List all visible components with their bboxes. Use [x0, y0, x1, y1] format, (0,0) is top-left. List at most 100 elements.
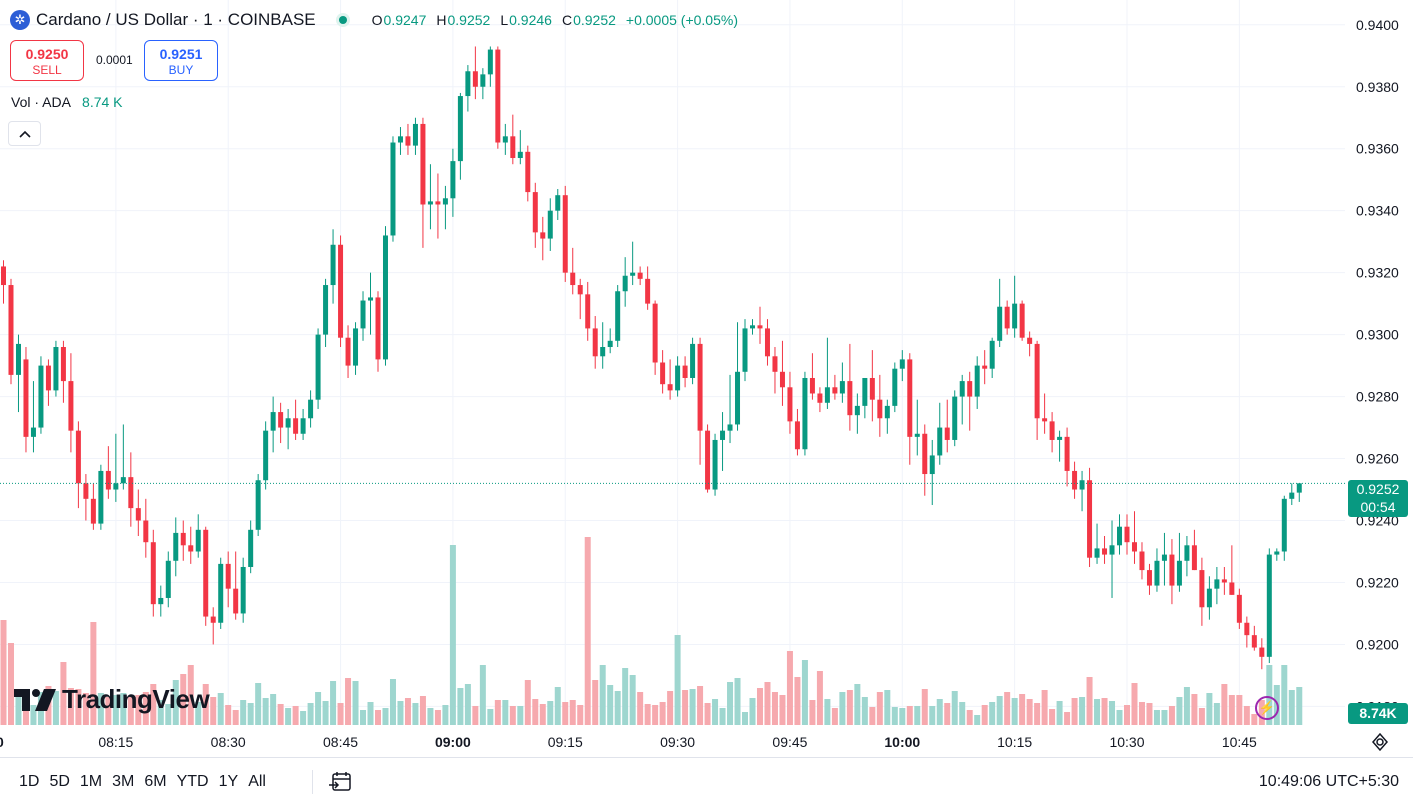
volume-bar — [232, 710, 239, 725]
timezone-clock[interactable]: 10:49:06 UTC+5:30 — [1258, 773, 1399, 790]
candle — [105, 446, 111, 499]
candle-body — [562, 195, 568, 273]
range-all[interactable]: All — [248, 773, 266, 790]
settings-icon[interactable] — [1369, 731, 1391, 753]
volume-legend[interactable]: Vol · ADA 8.74 K — [11, 94, 123, 110]
range-1m[interactable]: 1M — [79, 773, 103, 790]
candle — [1274, 548, 1280, 561]
candle — [712, 433, 718, 496]
range-1y[interactable]: 1Y — [218, 773, 239, 790]
candle-body — [1251, 635, 1257, 648]
volume-bar — [517, 706, 524, 725]
candle-body — [1, 266, 6, 286]
candle — [435, 173, 441, 239]
candle-body — [809, 377, 815, 394]
candle-body — [592, 328, 598, 357]
candle-body — [690, 343, 696, 378]
candle-body — [1281, 498, 1287, 552]
candle-body — [300, 418, 306, 434]
range-5d[interactable]: 5D — [49, 773, 70, 790]
candle-body — [869, 377, 875, 400]
price-chart[interactable]: 0.91800.92000.92200.92400.92600.92800.93… — [0, 0, 1413, 757]
volume-bar — [367, 702, 374, 725]
candle-body — [368, 297, 374, 301]
candle — [345, 325, 351, 378]
volume-bar — [584, 537, 591, 725]
time-tick-label: 10:45 — [1222, 734, 1257, 750]
candle-body — [255, 480, 261, 530]
candle — [75, 421, 81, 509]
buy-button[interactable]: 0.9251 BUY — [144, 40, 218, 81]
candle-body — [817, 393, 823, 403]
candle-body — [1296, 483, 1302, 493]
price-axis[interactable]: 0.91800.92000.92200.92400.92600.92800.93… — [1356, 17, 1399, 715]
symbol-title[interactable]: Cardano / US Dollar · 1 · COINBASE — [36, 10, 316, 29]
candle-body — [637, 272, 643, 279]
price-tick-label: 0.9320 — [1356, 265, 1399, 281]
volume-bar — [981, 705, 988, 725]
volume-bar — [225, 705, 232, 725]
candle-body — [847, 381, 853, 416]
candle-body — [323, 285, 329, 335]
candlesticks — [1, 46, 1302, 670]
candle-body — [1072, 470, 1078, 490]
price-tick-label: 0.9220 — [1356, 574, 1399, 590]
volume-bar — [60, 662, 67, 725]
candle-body — [472, 71, 478, 87]
candle — [1027, 331, 1033, 357]
sell-button[interactable]: 0.9250 SELL — [10, 40, 84, 81]
candle-body — [899, 359, 905, 369]
candle-body — [1109, 545, 1115, 555]
candle-body — [757, 325, 763, 329]
candle — [974, 356, 980, 409]
candle — [1004, 300, 1010, 335]
volume-bar — [52, 691, 59, 725]
candle-body — [53, 347, 59, 391]
volume-bar — [1146, 703, 1153, 725]
goto-date-calendar-icon[interactable] — [328, 769, 354, 795]
range-3m[interactable]: 3M — [112, 773, 135, 790]
volume-bar — [157, 700, 164, 725]
volume-bar — [217, 693, 224, 725]
candle — [652, 300, 658, 375]
candle-body — [375, 297, 381, 360]
candle — [1012, 275, 1018, 338]
volume-bar — [1251, 714, 1258, 725]
time-axis[interactable]: 00 08:15 08:30 08:45 09:00 09:15 09:30 09:45 10:… — [0, 734, 1257, 750]
candle — [472, 46, 478, 100]
time-tick-label: 08:45 — [323, 734, 358, 750]
collapse-legend-button[interactable] — [8, 121, 41, 146]
candle-body — [982, 365, 988, 369]
candle-body — [143, 520, 149, 543]
volume-bar — [704, 703, 711, 725]
volume-bar — [494, 700, 501, 725]
candle-body — [764, 328, 770, 357]
volume-bar — [719, 708, 726, 725]
volume-bar — [1124, 705, 1130, 725]
candle — [135, 489, 141, 537]
candle-body — [720, 430, 726, 440]
range-ytd[interactable]: YTD — [176, 773, 209, 790]
lightning-icon[interactable]: ⚡ — [1255, 696, 1279, 720]
high-value: 0.9252 — [447, 12, 491, 28]
range-1d[interactable]: 1D — [19, 773, 40, 790]
candle — [330, 229, 336, 304]
volume-bar — [1296, 687, 1303, 725]
volume-bar — [315, 692, 322, 725]
candle-body — [270, 412, 276, 431]
candle — [68, 353, 74, 453]
volume-bar — [322, 701, 329, 725]
candle — [495, 46, 501, 149]
candle — [45, 359, 51, 406]
candle — [397, 127, 403, 155]
candle — [195, 514, 201, 558]
candle-body — [532, 192, 538, 233]
candle-body — [45, 365, 51, 391]
range-6m[interactable]: 6M — [144, 773, 167, 790]
candle — [570, 247, 576, 295]
candle-body — [1019, 303, 1025, 338]
candle-body — [15, 343, 21, 375]
volume-bar — [562, 702, 569, 725]
candle-body — [502, 136, 508, 143]
candle — [929, 439, 935, 506]
